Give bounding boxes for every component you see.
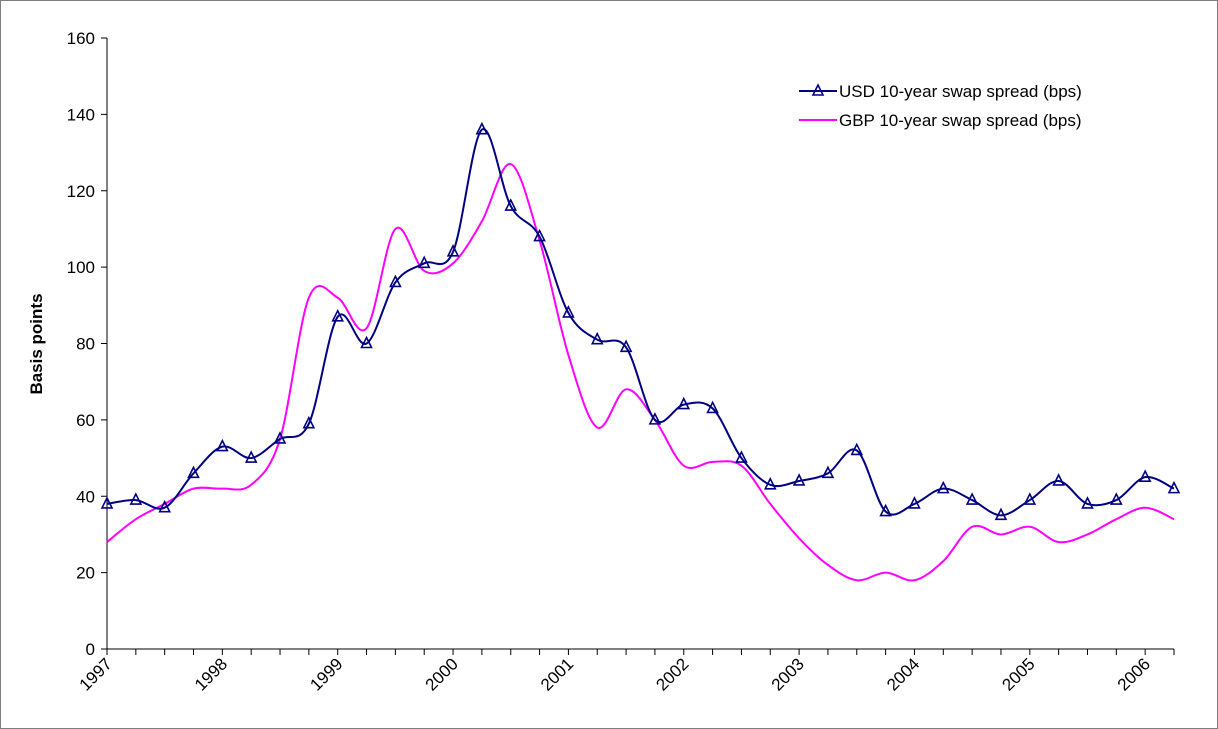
x-tick-label: 2006 bbox=[1114, 654, 1154, 694]
legend-gbp-label: GBP 10-year swap spread (bps) bbox=[839, 111, 1082, 130]
y-tick-label: 160 bbox=[67, 29, 95, 48]
y-tick-label: 120 bbox=[67, 182, 95, 201]
legend-entry-gbp: GBP 10-year swap spread (bps) bbox=[799, 111, 1082, 130]
series-usd-point bbox=[619, 339, 633, 353]
legend-usd-marker bbox=[811, 83, 825, 96]
series-layer bbox=[100, 121, 1181, 582]
series-usd-point bbox=[792, 473, 806, 486]
series-usd-point bbox=[763, 477, 777, 490]
y-axis-title: Basis points bbox=[27, 293, 46, 394]
series-usd-point bbox=[1023, 492, 1037, 505]
x-axis: 1997 1998 1999 2000 2001 2002 2003 2004 2005 2006 bbox=[76, 648, 1175, 695]
series-usd-point bbox=[1081, 496, 1094, 509]
series-usd-point bbox=[706, 400, 719, 414]
y-tick-label: 140 bbox=[67, 105, 95, 124]
series-usd-point bbox=[504, 198, 518, 211]
series-usd-point bbox=[677, 396, 691, 410]
series-usd-point bbox=[475, 121, 489, 135]
y-axis: 0 20 40 60 80 100 120 140 160 bbox=[67, 29, 108, 659]
y-tick-label: 60 bbox=[76, 411, 95, 430]
x-tick-label: 1998 bbox=[191, 654, 231, 694]
series-usd-point bbox=[821, 465, 835, 479]
legend-usd-label: USD 10-year swap spread (bps) bbox=[839, 82, 1082, 101]
series-usd-point bbox=[331, 308, 344, 322]
series-usd-point bbox=[244, 450, 258, 463]
x-tick-label: 2000 bbox=[422, 654, 462, 694]
legend: USD 10-year swap spread (bps) GBP 10-yea… bbox=[799, 82, 1082, 130]
y-tick-label: 100 bbox=[67, 258, 95, 277]
y-tick-label: 0 bbox=[86, 640, 95, 659]
x-tick-label: 2001 bbox=[537, 654, 577, 694]
series-usd-point bbox=[965, 492, 979, 505]
series-usd-point bbox=[533, 228, 546, 242]
series-usd-point bbox=[648, 412, 662, 425]
series-usd-point bbox=[1138, 469, 1152, 482]
series-usd-point bbox=[850, 442, 864, 456]
x-tick-label: 1997 bbox=[76, 654, 116, 694]
series-usd-point bbox=[129, 492, 143, 505]
series-usd-point bbox=[389, 274, 402, 288]
series-usd-point bbox=[417, 255, 431, 269]
series-usd-point bbox=[735, 450, 748, 463]
series-usd-point bbox=[100, 496, 114, 509]
x-tick-label: 2005 bbox=[998, 654, 1038, 694]
series-usd-point bbox=[879, 503, 892, 517]
series-usd-point bbox=[158, 499, 171, 513]
series-gbp-line bbox=[106, 163, 1175, 582]
x-tick-label: 1999 bbox=[306, 654, 346, 694]
series-usd-point bbox=[273, 431, 287, 444]
y-tick-label: 40 bbox=[76, 487, 95, 506]
y-tick-label: 80 bbox=[76, 335, 95, 354]
series-usd-point bbox=[187, 465, 200, 479]
y-tick-label: 20 bbox=[76, 564, 95, 583]
series-usd-point bbox=[446, 244, 460, 257]
series-usd-line bbox=[106, 128, 1175, 517]
series-usd-point bbox=[994, 507, 1008, 521]
series-usd-point bbox=[1052, 473, 1065, 486]
series-usd-point bbox=[908, 496, 921, 509]
series-usd-point bbox=[216, 438, 229, 452]
series-usd-point bbox=[590, 331, 604, 345]
series-usd-point bbox=[562, 305, 575, 318]
series-usd-point bbox=[1167, 480, 1181, 494]
series-usd-point bbox=[302, 415, 316, 429]
series-usd-point bbox=[937, 480, 950, 494]
x-tick-label: 2003 bbox=[768, 654, 808, 694]
x-tick-label: 2004 bbox=[883, 654, 923, 694]
x-tick-label: 2002 bbox=[652, 654, 692, 694]
series-usd-point bbox=[1110, 492, 1123, 505]
legend-entry-usd: USD 10-year swap spread (bps) bbox=[799, 82, 1082, 101]
series-usd-point bbox=[360, 335, 373, 349]
